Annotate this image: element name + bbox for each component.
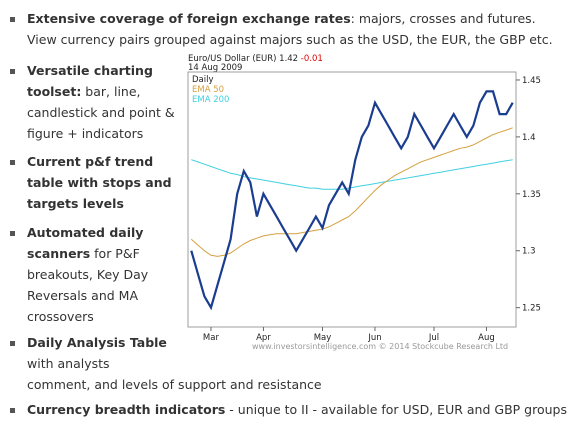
feature: Currency breadth indicators - unique to … bbox=[27, 399, 567, 420]
y-tick-label: 1.35 bbox=[522, 190, 541, 200]
y-tick-label: 1.4 bbox=[522, 133, 536, 143]
feature-text: - unique to II - available for USD, EUR … bbox=[225, 402, 567, 417]
x-tick-label: May bbox=[314, 333, 332, 343]
x-tick-label: Jun bbox=[367, 333, 381, 343]
y-tick-label: 1.25 bbox=[522, 304, 541, 314]
feature-title: Current p&f trend table with stops and t… bbox=[27, 154, 172, 211]
legend-entry: Daily bbox=[192, 75, 214, 85]
plot-frame bbox=[187, 71, 517, 328]
chart: Euro/US Dollar (EUR) 1.42 -0.01 14 Aug 2… bbox=[187, 54, 541, 351]
feature: Versatile charting toolset: bar, line, c… bbox=[27, 60, 185, 144]
x-tick-label: Mar bbox=[203, 333, 220, 343]
bullet bbox=[10, 69, 15, 74]
bullet bbox=[10, 341, 15, 346]
bullet bbox=[10, 231, 15, 236]
series-line bbox=[190, 127, 513, 257]
change: -0.01 bbox=[301, 54, 323, 64]
bullet bbox=[10, 408, 15, 413]
feature-title: Extensive coverage of foreign exchange r… bbox=[27, 11, 351, 26]
feature-title: Currency breadth indicators bbox=[27, 402, 226, 417]
footer: www.investorsintelligence.com © 2014 Sto… bbox=[252, 342, 508, 351]
feature: Current p&f trend table with stops and t… bbox=[27, 151, 185, 214]
feature-text: bar, line, candlestick and point & figur… bbox=[27, 84, 175, 141]
feature-title: Versatile charting toolset: bbox=[27, 63, 153, 99]
x-tick-label: Jul bbox=[428, 333, 439, 343]
feature: Extensive coverage of foreign exchange r… bbox=[27, 8, 562, 50]
x-tick-label: Apr bbox=[256, 333, 271, 343]
chart-title: Euro/US Dollar (EUR) 1.42 -0.01 bbox=[188, 54, 323, 64]
bullet bbox=[10, 17, 15, 22]
feature-title: Daily Analysis Table bbox=[27, 335, 167, 350]
feature-text: : majors, crosses and futures. View curr… bbox=[27, 11, 553, 47]
feature-text: comment, and levels of support and resis… bbox=[27, 377, 322, 392]
series-line bbox=[190, 90, 514, 311]
feature-title: Automated daily scanners bbox=[27, 225, 144, 261]
series-line bbox=[191, 159, 513, 190]
chart-title-text: Euro/US Dollar (EUR) 1.42 bbox=[188, 54, 298, 64]
x-tick-label: Aug bbox=[478, 333, 495, 343]
feature: Daily Analysis Table with analysts comment… bbox=[27, 332, 562, 395]
feature: Automated daily scanners for P&F breakou… bbox=[27, 222, 177, 327]
y-tick-label: 1.45 bbox=[522, 76, 541, 86]
legend-entry: EMA 50 bbox=[192, 85, 224, 95]
feature-text: with analysts bbox=[27, 356, 110, 371]
chart-date: 14 Aug 2009 bbox=[188, 63, 242, 73]
legend-entry: EMA 200 bbox=[192, 95, 229, 105]
feature-text: for P&F breakouts, Key Day Reversals and… bbox=[27, 246, 149, 324]
y-tick-label: 1.3 bbox=[522, 247, 536, 257]
bullet bbox=[10, 160, 15, 165]
